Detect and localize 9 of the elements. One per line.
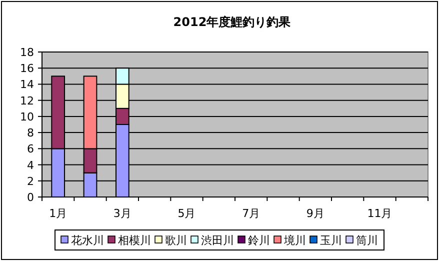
legend-label: 渋田川 [201,234,234,247]
legend-label: 境川 [283,234,306,247]
title: 2012年度鯉釣り釣果 [173,15,291,29]
legend-label: 相模川 [118,234,151,247]
legend-label: 歌川 [165,234,187,247]
legend-label: 鈴川 [248,234,270,247]
legend-label: 花水川 [71,234,104,247]
legend-label: 玉川 [320,234,342,247]
legend-label: 筒川 [356,234,378,247]
